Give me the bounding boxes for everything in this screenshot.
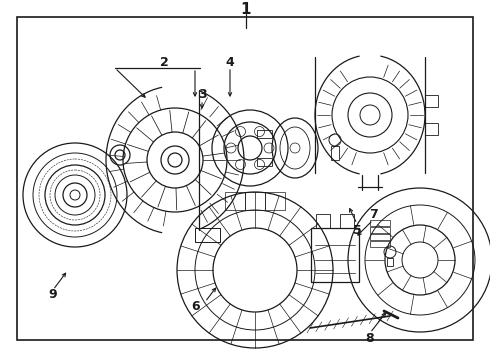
Text: 4: 4 xyxy=(225,55,234,68)
Bar xyxy=(17,17,473,340)
Text: 3: 3 xyxy=(197,89,206,102)
Text: 9: 9 xyxy=(49,288,57,302)
Text: 2: 2 xyxy=(160,55,169,68)
Text: 7: 7 xyxy=(368,208,377,221)
Text: 5: 5 xyxy=(353,224,362,237)
Text: 8: 8 xyxy=(366,332,374,345)
Text: 1: 1 xyxy=(241,1,251,17)
Text: 6: 6 xyxy=(192,301,200,314)
